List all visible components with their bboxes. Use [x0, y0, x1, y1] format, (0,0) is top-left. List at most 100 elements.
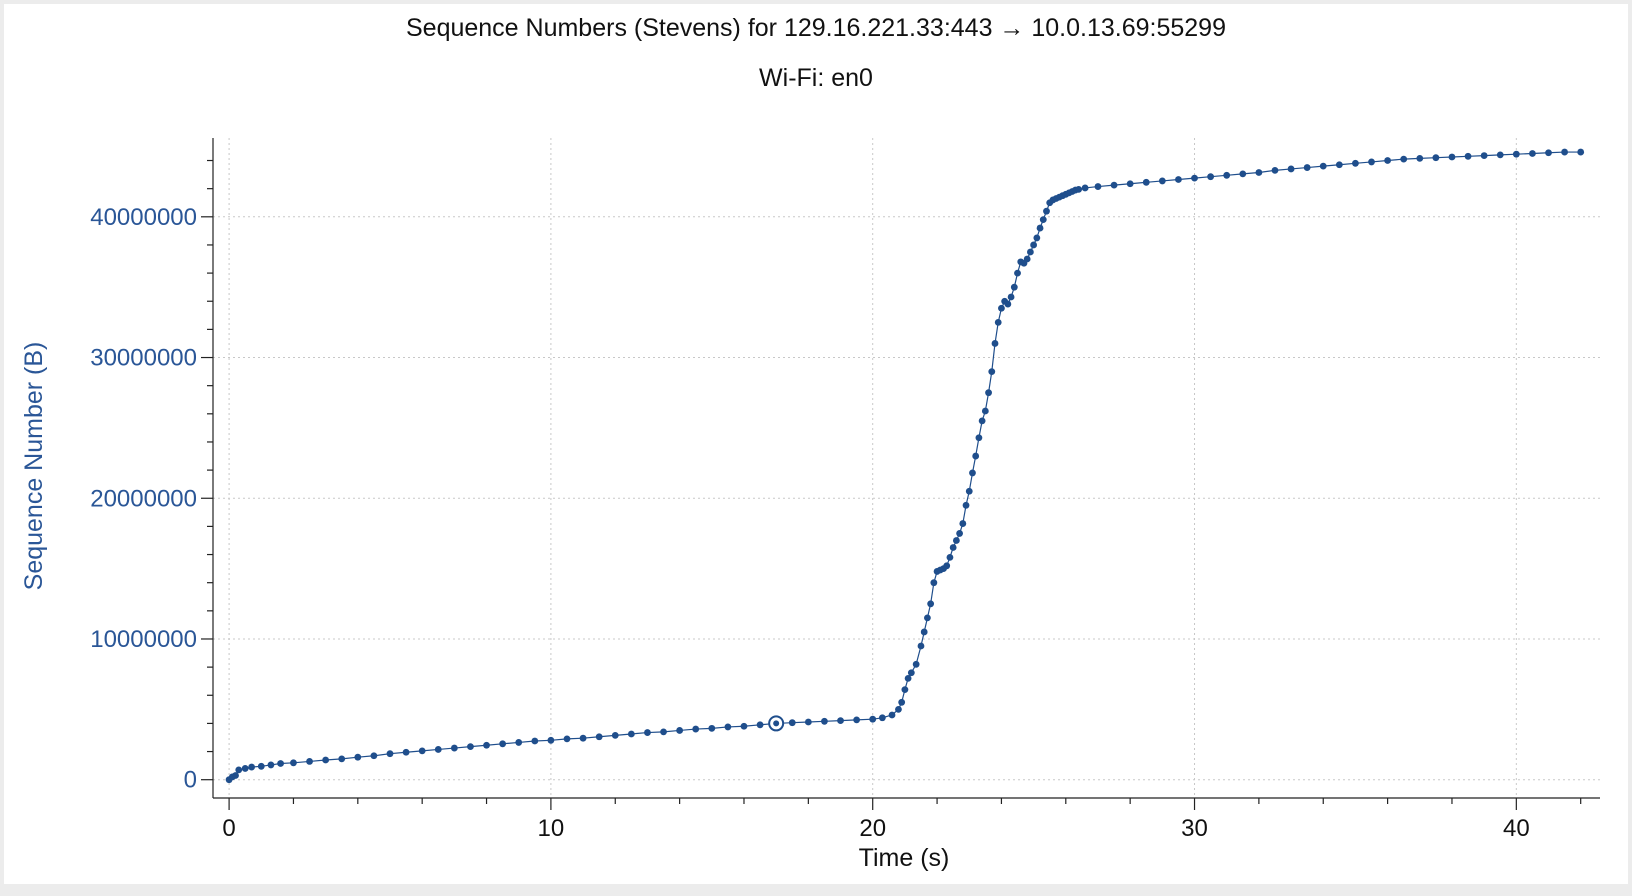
data-point[interactable]	[888, 711, 896, 719]
data-point[interactable]	[946, 553, 954, 561]
data-point[interactable]	[959, 520, 967, 527]
data-point[interactable]	[952, 537, 960, 544]
data-point[interactable]	[1496, 151, 1504, 159]
data-point[interactable]	[1081, 184, 1089, 192]
data-point[interactable]	[1007, 293, 1015, 301]
data-point[interactable]	[1010, 283, 1018, 291]
data-point[interactable]	[972, 452, 980, 460]
data-point[interactable]	[878, 714, 886, 722]
data-point[interactable]	[740, 722, 748, 730]
data-point[interactable]	[1255, 169, 1263, 176]
data-point[interactable]	[1223, 171, 1231, 179]
data-point[interactable]	[248, 763, 256, 771]
data-point[interactable]	[998, 304, 1005, 312]
data-point[interactable]	[386, 750, 394, 758]
data-point[interactable]	[499, 740, 507, 748]
data-point[interactable]	[708, 724, 716, 732]
data-point[interactable]	[1384, 157, 1392, 164]
data-point[interactable]	[907, 669, 915, 677]
data-point[interactable]	[869, 715, 877, 723]
data-point[interactable]	[235, 766, 243, 774]
data-point[interactable]	[531, 737, 539, 745]
data-point[interactable]	[1448, 153, 1456, 161]
data-point[interactable]	[930, 579, 938, 587]
data-point[interactable]	[901, 686, 909, 694]
data-point[interactable]	[920, 628, 928, 636]
data-point[interactable]	[821, 717, 828, 725]
data-point[interactable]	[1319, 162, 1327, 170]
data-point[interactable]	[1175, 176, 1182, 183]
data-point[interactable]	[1075, 185, 1083, 193]
data-point[interactable]	[1026, 248, 1034, 256]
data-point[interactable]	[1480, 152, 1488, 159]
data-point[interactable]	[290, 759, 297, 767]
data-point[interactable]	[1335, 161, 1343, 169]
chart[interactable]: Sequence Numbers (Stevens) for 129.16.22…	[4, 4, 1628, 884]
data-point[interactable]	[1529, 150, 1536, 157]
data-point[interactable]	[277, 760, 284, 767]
data-point[interactable]	[904, 674, 912, 682]
data-point[interactable]	[1033, 234, 1041, 242]
data-point[interactable]	[837, 717, 844, 725]
data-point[interactable]	[370, 752, 378, 760]
data-point[interactable]	[547, 736, 555, 744]
data-point[interactable]	[1158, 177, 1166, 185]
data-point[interactable]	[1400, 155, 1408, 163]
data-point[interactable]	[981, 407, 989, 415]
data-point[interactable]	[912, 660, 920, 668]
data-point[interactable]	[895, 705, 902, 713]
data-point[interactable]	[434, 746, 442, 753]
data-point[interactable]	[676, 727, 684, 734]
data-point[interactable]	[1004, 300, 1012, 308]
data-point[interactable]	[1191, 174, 1198, 182]
data-point[interactable]	[450, 744, 458, 752]
data-point[interactable]	[1142, 178, 1150, 186]
data-point[interactable]	[991, 340, 999, 347]
data-point[interactable]	[1126, 180, 1134, 188]
data-point[interactable]	[267, 761, 275, 769]
data-point[interactable]	[1039, 216, 1047, 224]
data-point[interactable]	[322, 756, 330, 764]
data-point[interactable]	[1561, 148, 1569, 156]
data-point[interactable]	[241, 765, 249, 772]
data-point[interactable]	[724, 723, 732, 731]
data-point[interactable]	[898, 698, 906, 706]
data-point[interactable]	[660, 728, 667, 736]
data-point[interactable]	[1094, 183, 1102, 190]
data-point[interactable]	[975, 434, 983, 442]
data-point[interactable]	[1545, 149, 1552, 157]
data-point[interactable]	[949, 544, 957, 551]
data-point[interactable]	[1577, 148, 1585, 156]
data-point[interactable]	[988, 368, 996, 376]
data-point[interactable]	[1432, 154, 1440, 162]
data-point[interactable]	[627, 730, 635, 738]
data-point[interactable]	[692, 725, 700, 733]
data-point[interactable]	[804, 718, 812, 726]
data-point[interactable]	[1512, 150, 1520, 158]
data-point[interactable]	[579, 734, 587, 742]
data-point[interactable]	[1368, 158, 1375, 166]
data-point[interactable]	[1352, 159, 1359, 167]
data-point[interactable]	[354, 753, 362, 761]
data-point[interactable]	[611, 731, 619, 739]
data-point[interactable]	[483, 741, 490, 749]
data-point[interactable]	[306, 758, 313, 765]
data-point[interactable]	[418, 747, 426, 755]
data-point[interactable]	[924, 614, 931, 622]
data-point[interactable]	[962, 501, 970, 509]
data-point[interactable]	[917, 642, 925, 650]
data-point[interactable]	[338, 755, 346, 763]
data-point[interactable]	[563, 735, 571, 743]
data-point[interactable]	[1207, 173, 1215, 181]
data-point[interactable]	[927, 600, 935, 608]
data-point[interactable]	[467, 743, 474, 751]
data-point[interactable]	[978, 417, 986, 425]
data-point[interactable]	[1416, 155, 1424, 162]
data-point[interactable]	[515, 739, 523, 746]
data-point[interactable]	[1030, 241, 1038, 249]
data-point[interactable]	[1287, 165, 1295, 173]
data-point[interactable]	[1014, 269, 1021, 277]
data-point[interactable]	[232, 772, 239, 779]
data-point[interactable]	[402, 748, 410, 756]
data-point[interactable]	[788, 719, 796, 727]
